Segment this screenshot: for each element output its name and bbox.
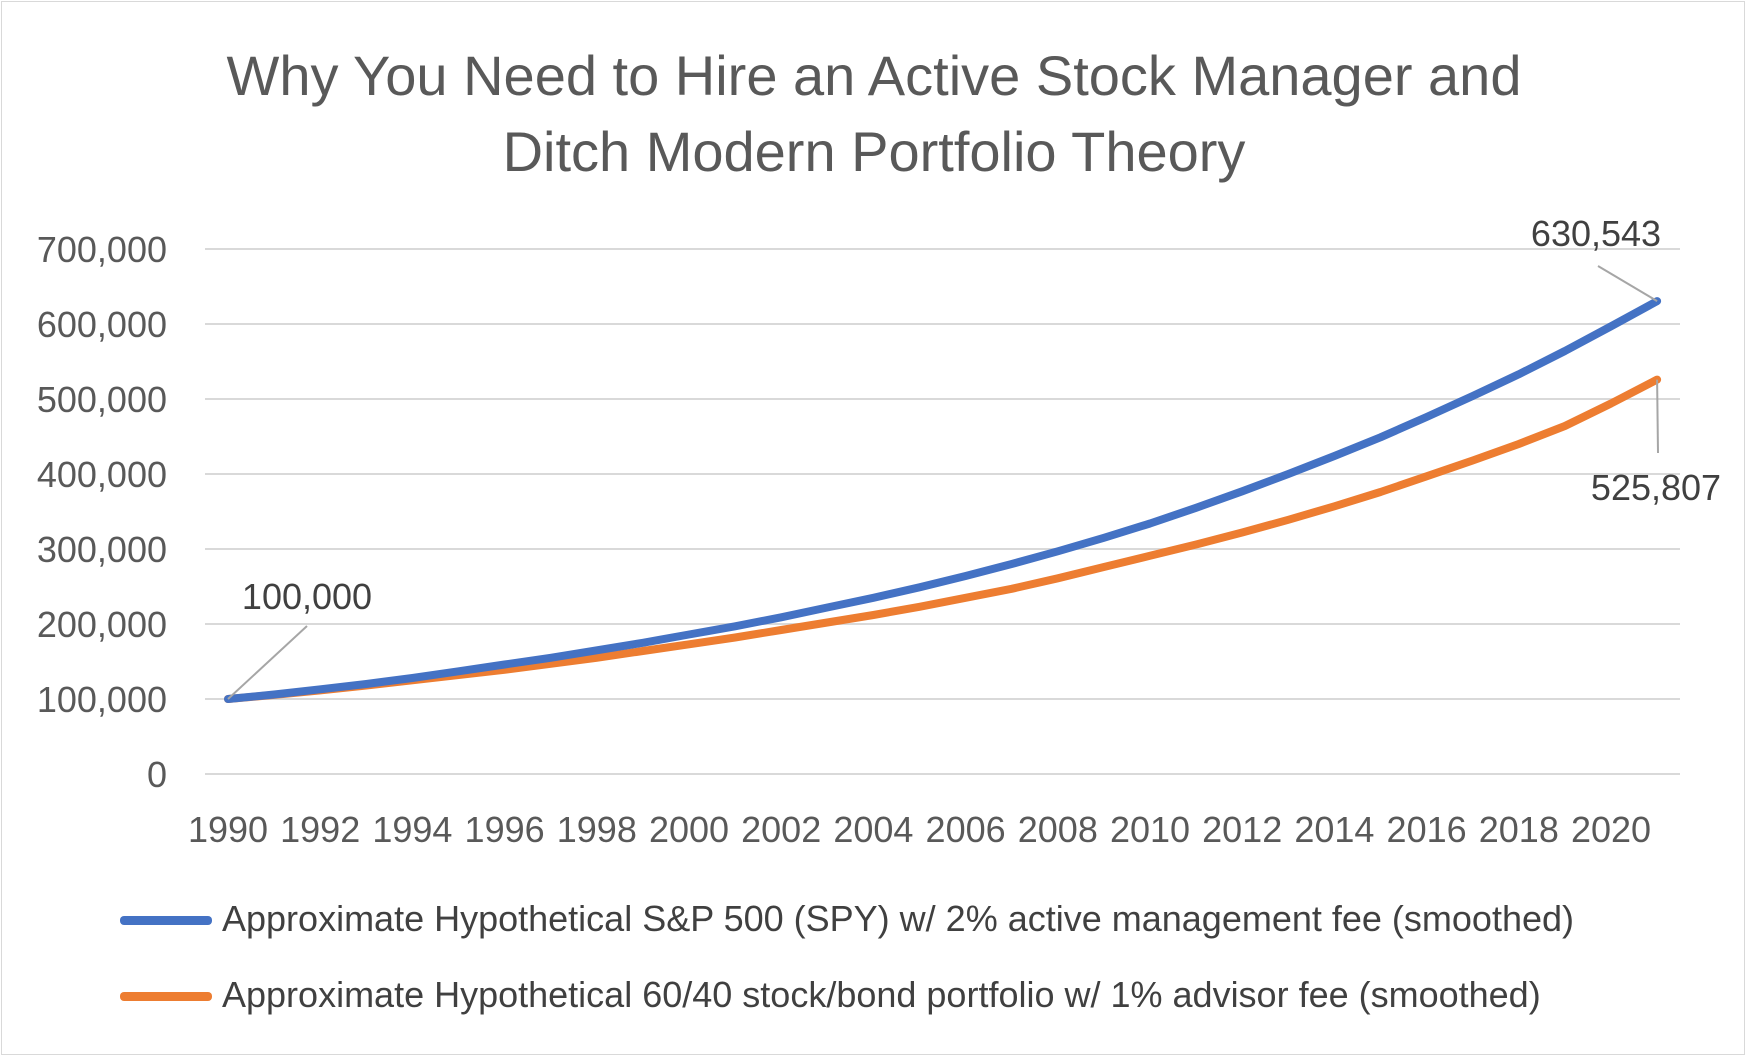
y-tick-label: 500,000 [37, 379, 167, 420]
x-tick-label: 2012 [1202, 809, 1282, 850]
x-tick-label: 1990 [188, 809, 268, 850]
x-tick-label: 2018 [1479, 809, 1559, 850]
x-tick-label: 2002 [741, 809, 821, 850]
x-tick-label: 1998 [557, 809, 637, 850]
y-tick-label: 300,000 [37, 529, 167, 570]
data-label: 100,000 [242, 576, 372, 617]
legend-label-6040: Approximate Hypothetical 60/40 stock/bon… [222, 974, 1541, 1015]
y-tick-label: 700,000 [37, 229, 167, 270]
chart-title-line-1: Why You Need to Hire an Active Stock Man… [226, 44, 1522, 107]
chart-title: Why You Need to Hire an Active Stock Man… [0, 38, 1748, 190]
leader-line [227, 625, 308, 700]
legend-swatch-spy [120, 916, 212, 925]
y-tick-label: 100,000 [37, 679, 167, 720]
x-tick-label: 1994 [372, 809, 452, 850]
x-tick-label: 1996 [465, 809, 545, 850]
leader-line [1656, 379, 1659, 454]
series-line-spy [224, 297, 1662, 703]
y-tick-label: 0 [147, 754, 167, 795]
x-tick-label: 2004 [833, 809, 913, 850]
series-line-6040 [224, 375, 1662, 703]
y-tick-label: 200,000 [37, 604, 167, 645]
chart-title-line-2: Ditch Modern Portfolio Theory [502, 120, 1246, 183]
data-label: 630,543 [1531, 213, 1661, 254]
x-tick-label: 1992 [280, 809, 360, 850]
x-tick-label: 2020 [1571, 809, 1651, 850]
legend-label-spy: Approximate Hypothetical S&P 500 (SPY) w… [222, 898, 1575, 939]
x-tick-label: 2016 [1387, 809, 1467, 850]
x-tick-label: 2006 [926, 809, 1006, 850]
data-label: 525,807 [1591, 467, 1721, 508]
y-tick-label: 600,000 [37, 304, 167, 345]
legend-swatch-6040 [120, 992, 212, 1001]
y-tick-label: 400,000 [37, 454, 167, 495]
x-tick-label: 2008 [1018, 809, 1098, 850]
x-tick-label: 2000 [649, 809, 729, 850]
x-tick-label: 2010 [1110, 809, 1190, 850]
leader-line [1597, 265, 1658, 302]
x-tick-label: 2014 [1294, 809, 1374, 850]
